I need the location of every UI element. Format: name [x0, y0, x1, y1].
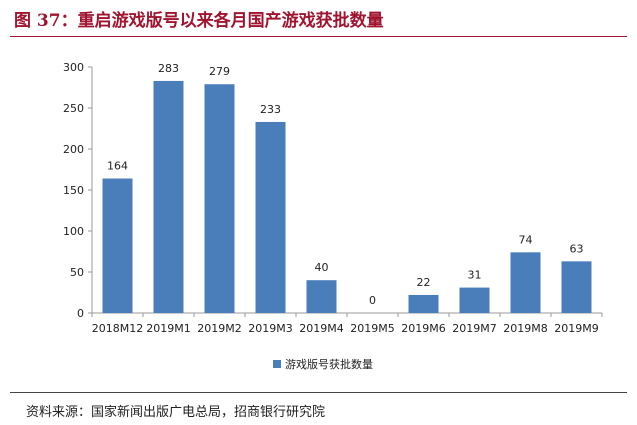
data-label-2019M8: 74: [519, 233, 533, 246]
title-divider: [10, 36, 627, 37]
bar-2019M9: [561, 261, 592, 313]
y-tick-label: 200: [63, 143, 84, 156]
x-tick-label: 2019M7: [452, 322, 496, 335]
data-label-2019M5: 0: [369, 294, 376, 307]
data-label-2019M2: 279: [209, 65, 230, 78]
x-tick-label: 2019M3: [248, 322, 292, 335]
bar-2019M6: [408, 294, 439, 313]
y-tick-label: 250: [63, 102, 84, 115]
x-tick-label: 2019M6: [401, 322, 445, 335]
data-label-2018M12: 164: [107, 160, 128, 173]
x-tick-label: 2019M4: [299, 322, 343, 335]
x-tick-label: 2019M9: [554, 322, 598, 335]
data-label-2019M7: 31: [468, 269, 482, 282]
y-tick-label: 50: [70, 266, 84, 279]
bar-2019M7: [459, 287, 490, 313]
source-note: 资料来源：国家新闻出版广电总局，招商银行研究院: [26, 405, 326, 420]
x-tick-label: 2019M1: [146, 322, 190, 335]
data-label-2019M1: 283: [158, 62, 179, 75]
source-divider: [10, 392, 627, 393]
bar-2019M2: [204, 84, 235, 313]
data-label-2019M3: 233: [260, 103, 281, 116]
data-label-2019M9: 63: [570, 242, 584, 255]
x-tick-label: 2019M5: [350, 322, 394, 335]
y-tick-label: 0: [77, 307, 84, 320]
bar-2019M4: [306, 280, 337, 313]
x-tick-label: 2019M2: [197, 322, 241, 335]
data-label-2019M4: 40: [315, 261, 329, 274]
y-tick-label: 300: [63, 61, 84, 74]
x-tick-label: 2019M8: [503, 322, 547, 335]
bar-2019M1: [153, 80, 184, 313]
bar-2019M8: [510, 252, 541, 313]
legend-label: 游戏版号获批数量: [285, 357, 373, 371]
x-tick-label: 2018M12: [92, 322, 143, 335]
bar-2018M12: [102, 178, 133, 313]
data-label-2019M6: 22: [417, 276, 431, 289]
chart-title: 图 37：重启游戏版号以来各月国产游戏获批数量: [14, 11, 384, 31]
legend-swatch: [273, 360, 281, 368]
y-tick-label: 100: [63, 225, 84, 238]
bar-2019M3: [255, 121, 286, 313]
y-tick-label: 150: [63, 184, 84, 197]
